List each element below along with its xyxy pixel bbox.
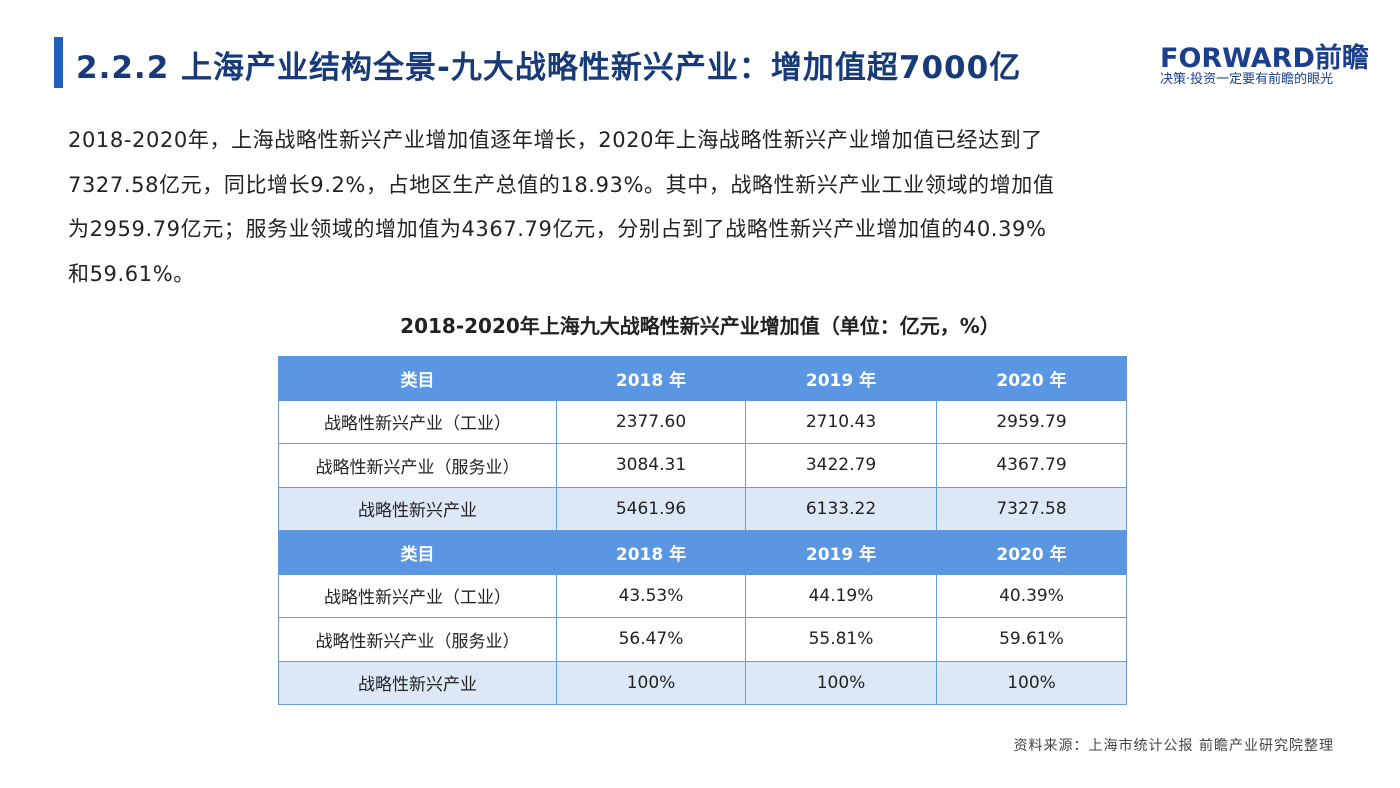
table-cell: 100% <box>936 660 1127 705</box>
header-row: 类目 2018 年 2019 年 2020 年 <box>278 356 1127 401</box>
table-cell: 43.53% <box>556 573 746 618</box>
table-cell: 战略性新兴产业（工业） <box>278 573 557 618</box>
table-cell: 战略性新兴产业 <box>278 660 557 705</box>
header-cell: 2019 年 <box>745 356 937 401</box>
table-row: 战略性新兴产业 100% 100% 100% <box>278 660 1127 705</box>
header-cell: 2018 年 <box>556 356 746 401</box>
header-cell: 类目 <box>278 356 557 401</box>
table-cell: 3084.31 <box>556 443 746 488</box>
slogan: 决策·投资一定要有前瞻的眼光 <box>1160 72 1334 87</box>
table-row: 战略性新兴产业 5461.96 6133.22 7327.58 <box>278 486 1127 531</box>
paragraph-line: 2018-2020年，上海战略性新兴产业增加值逐年增长，2020年上海战略性新兴… <box>68 128 1043 152</box>
header-cell: 2018 年 <box>556 530 746 575</box>
table-cell: 6133.22 <box>745 486 937 531</box>
table-cell: 3422.79 <box>745 443 937 488</box>
source: 资料来源：上海市统计公报 前瞻产业研究院整理 <box>1013 738 1334 754</box>
table-cell: 7327.58 <box>936 486 1127 531</box>
title: 2.2.2 上海产业结构全景-九大战略性新兴产业：增加值超7000亿 <box>76 50 1022 86</box>
table-cell: 4367.79 <box>936 443 1127 488</box>
table-cell: 100% <box>556 660 746 705</box>
table-cell: 55.81% <box>745 617 937 662</box>
logo: FORWARD前瞻 <box>1160 43 1369 74</box>
table-cell: 44.19% <box>745 573 937 618</box>
header-cell: 2019 年 <box>745 530 937 575</box>
table-caption: 2018-2020年上海九大战略性新兴产业增加值（单位：亿元，%） <box>400 314 1000 338</box>
table-cell: 战略性新兴产业（服务业） <box>278 617 557 662</box>
table-cell: 战略性新兴产业（工业） <box>278 399 557 444</box>
table-cell: 战略性新兴产业（服务业） <box>278 443 557 488</box>
table-cell: 5461.96 <box>556 486 746 531</box>
table-cell: 战略性新兴产业 <box>278 486 557 531</box>
paragraph-line: 为2959.79亿元；服务业领域的增加值为4367.79亿元，分别占到了战略性新… <box>68 217 1047 241</box>
table-cell: 56.47% <box>556 617 746 662</box>
table-row: 战略性新兴产业（工业） 2377.60 2710.43 2959.79 <box>278 399 1127 444</box>
paragraph-line: 和59.61%。 <box>68 261 195 286</box>
paragraph-line: 7327.58亿元，同比增长9.2%，占地区生产总值的18.93%。其中，战略性… <box>68 172 1055 197</box>
paragraph: 2018-2020年，上海战略性新兴产业增加值逐年增长，2020年上海战略性新兴… <box>68 118 1054 296</box>
table-row: 战略性新兴产业（工业） 43.53% 44.19% 40.39% <box>278 573 1127 618</box>
accent-bar <box>54 37 63 88</box>
table-cell: 40.39% <box>936 573 1127 618</box>
header-cell: 2020 年 <box>936 530 1127 575</box>
table-cell: 2959.79 <box>936 399 1127 444</box>
table-row: 战略性新兴产业（服务业） 3084.31 3422.79 4367.79 <box>278 443 1127 488</box>
table: 类目 2018 年 2019 年 2020 年战略性新兴产业（工业） 2377.60 27… <box>278 356 1127 705</box>
table-row: 战略性新兴产业（服务业） 56.47% 55.81% 59.61% <box>278 617 1127 662</box>
table-cell: 2377.60 <box>556 399 746 444</box>
header-cell: 2020 年 <box>936 356 1127 401</box>
header-row: 类目 2018 年 2019 年 2020 年 <box>278 530 1127 575</box>
header-cell: 类目 <box>278 530 557 575</box>
table-cell: 100% <box>745 660 937 705</box>
table-cell: 59.61% <box>936 617 1127 662</box>
table-cell: 2710.43 <box>745 399 937 444</box>
